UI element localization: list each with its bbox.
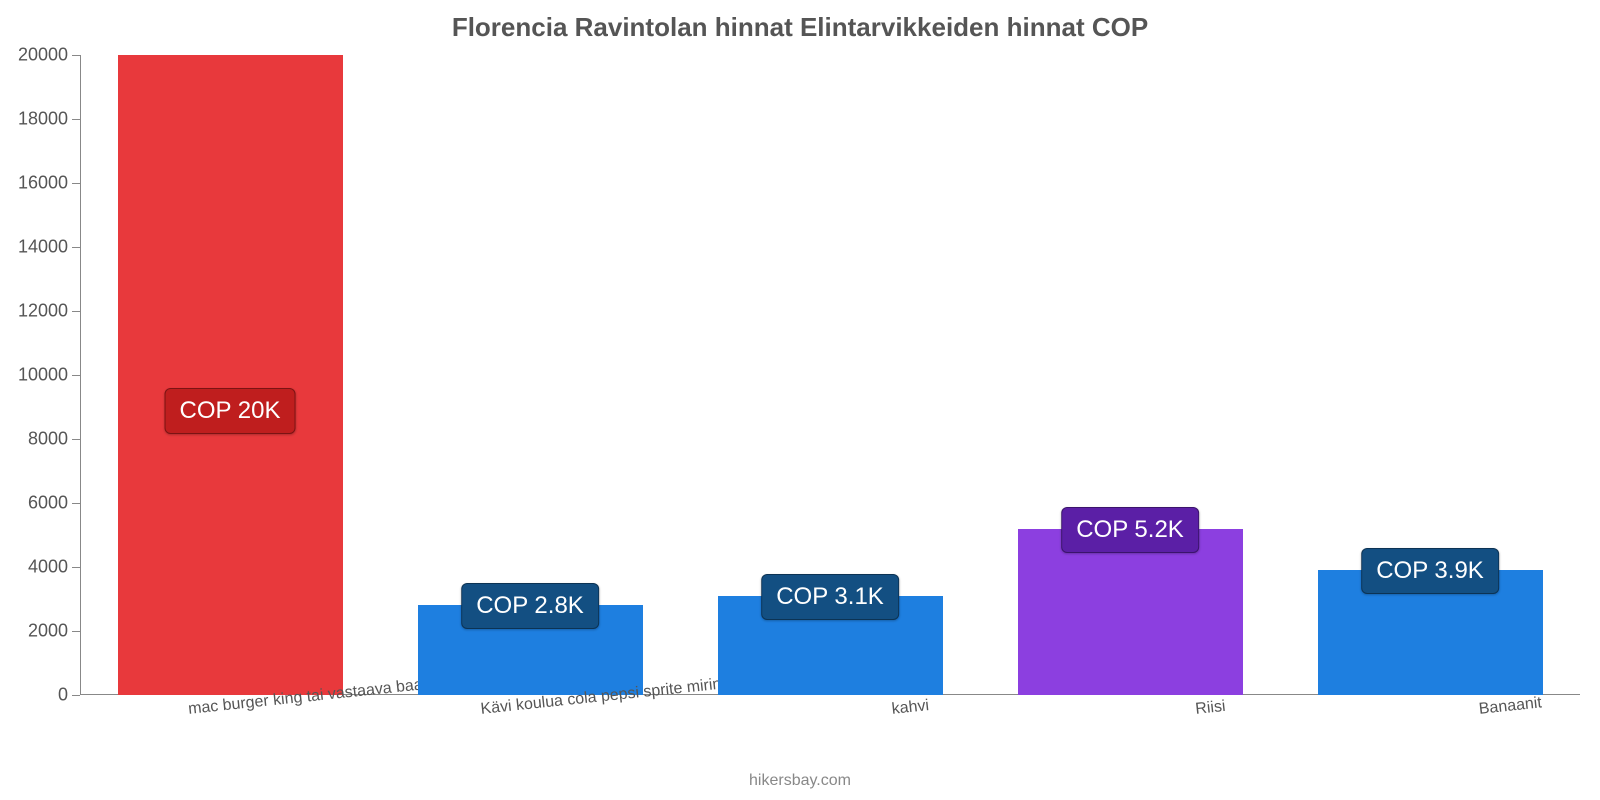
- bar: [1018, 529, 1243, 695]
- y-axis-tick-label: 0: [58, 685, 80, 706]
- y-axis-tick-label: 10000: [18, 365, 80, 386]
- chart-title: Florencia Ravintolan hinnat Elintarvikke…: [0, 12, 1600, 43]
- y-axis-tick-label: 16000: [18, 173, 80, 194]
- y-axis-tick-label: 2000: [28, 621, 80, 642]
- price-bar-chart: Florencia Ravintolan hinnat Elintarvikke…: [0, 0, 1600, 800]
- y-axis-tick-label: 20000: [18, 45, 80, 66]
- bar-value-badge: COP 3.9K: [1361, 548, 1499, 594]
- y-axis-tick-label: 12000: [18, 301, 80, 322]
- y-axis-tick-label: 6000: [28, 493, 80, 514]
- y-axis-line: [80, 55, 81, 695]
- x-axis-category-label: Banaanit: [1477, 688, 1542, 718]
- bar-value-badge: COP 20K: [165, 388, 296, 434]
- y-axis-tick-label: 8000: [28, 429, 80, 450]
- bar-value-badge: COP 2.8K: [461, 583, 599, 629]
- x-axis-category-label: Riisi: [1194, 692, 1227, 719]
- bar-value-badge: COP 5.2K: [1061, 507, 1199, 553]
- y-axis-tick-label: 4000: [28, 557, 80, 578]
- bar: [118, 55, 343, 695]
- y-axis-tick-label: 18000: [18, 109, 80, 130]
- plot-area: 0200040006000800010000120001400016000180…: [80, 55, 1580, 695]
- y-axis-tick-label: 14000: [18, 237, 80, 258]
- attribution-text: hikersbay.com: [0, 772, 1600, 790]
- bar-value-badge: COP 3.1K: [761, 574, 899, 620]
- x-axis-category-label: kahvi: [890, 691, 930, 719]
